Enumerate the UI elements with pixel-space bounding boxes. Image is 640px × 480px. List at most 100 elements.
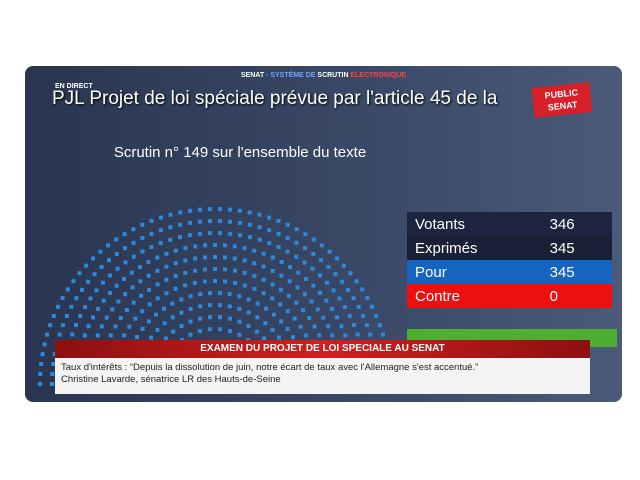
seat: [60, 295, 65, 300]
seat: [213, 279, 217, 283]
seat: [318, 290, 323, 295]
seat: [183, 283, 188, 288]
seat: [171, 329, 176, 334]
seat: [155, 282, 160, 287]
seat: [79, 287, 84, 292]
seat: [263, 321, 268, 326]
seat: [138, 279, 143, 284]
seat: [334, 256, 339, 261]
ticker-line: Taux d'intérêts : “Depuis la dissolution…: [61, 362, 479, 373]
seat: [57, 332, 62, 337]
seat: [178, 210, 183, 215]
seat: [287, 279, 292, 284]
seat: [246, 323, 251, 328]
seat: [329, 306, 334, 311]
seat: [74, 296, 79, 301]
seat: [311, 283, 316, 288]
seat: [198, 316, 203, 321]
seat: [237, 208, 242, 213]
seat: [252, 286, 257, 291]
seat: [290, 335, 295, 340]
seat: [118, 316, 123, 321]
seat: [208, 303, 213, 308]
seat: [208, 207, 213, 212]
seat: [247, 222, 252, 227]
seat: [333, 272, 338, 277]
seat: [257, 225, 262, 230]
seat: [92, 272, 97, 277]
seat: [315, 307, 320, 312]
seat: [38, 372, 43, 377]
seat: [168, 237, 173, 242]
value: 345: [549, 263, 575, 281]
ticker-line: Christine Lavarde, sénatrice LR des Haut…: [61, 374, 281, 385]
seat: [179, 310, 184, 315]
logo: PUBLIC SENAT: [531, 82, 593, 118]
seat: [139, 293, 144, 298]
seat: [267, 228, 272, 233]
seat: [228, 231, 233, 236]
seat: [309, 299, 314, 304]
seat: [238, 233, 243, 238]
seat: [292, 316, 297, 321]
seat: [131, 227, 136, 232]
seat: [304, 276, 309, 281]
seat: [183, 258, 188, 263]
seat: [95, 333, 100, 338]
seat: [51, 361, 56, 366]
seat: [242, 270, 247, 275]
seat: [86, 279, 91, 284]
seat: [232, 268, 237, 273]
ticker: Taux d'intérêts : “Depuis la dissolution…: [55, 358, 590, 394]
seat: [303, 333, 308, 338]
seat: [267, 215, 272, 220]
seat: [365, 295, 370, 300]
seat: [39, 362, 44, 367]
seat: [188, 332, 193, 337]
seat: [129, 270, 134, 275]
seat: [55, 304, 60, 309]
seat: [131, 240, 136, 245]
seat: [147, 302, 152, 307]
seat: [271, 312, 276, 317]
seat: [140, 236, 145, 241]
value: 345: [549, 239, 575, 257]
seat: [252, 273, 257, 278]
seat: [86, 324, 91, 329]
seat: [218, 219, 223, 224]
seat: [319, 243, 324, 248]
label: Votants: [415, 215, 466, 233]
header-part: ÉLECTRONIQUE: [348, 72, 407, 79]
seat: [368, 332, 373, 337]
seat: [377, 323, 382, 328]
seat: [370, 304, 375, 309]
seat: [213, 255, 217, 259]
seat: [197, 231, 202, 236]
seat: [99, 324, 104, 329]
seat: [149, 245, 154, 250]
seat: [364, 323, 369, 328]
seat: [326, 324, 331, 329]
seat: [228, 329, 233, 334]
seat: [255, 301, 260, 306]
seat: [307, 316, 312, 321]
seat: [45, 332, 50, 337]
seat: [164, 277, 169, 282]
seat: [163, 336, 168, 341]
seat: [61, 323, 66, 328]
seat: [257, 212, 262, 217]
seat: [218, 315, 223, 320]
seat: [270, 296, 275, 301]
seat: [188, 319, 193, 324]
seat: [114, 283, 119, 288]
seat: [106, 243, 111, 248]
seat: [276, 218, 281, 223]
seat: [330, 333, 335, 338]
seat: [96, 306, 101, 311]
seat: [82, 333, 87, 338]
seat: [296, 270, 301, 275]
seat: [301, 308, 306, 313]
seat: [203, 243, 208, 248]
seat: [227, 207, 232, 212]
seat: [278, 302, 283, 307]
